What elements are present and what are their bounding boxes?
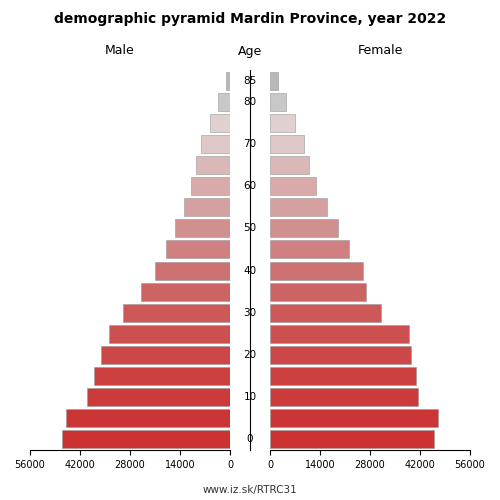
- Text: demographic pyramid Mardin Province, year 2022: demographic pyramid Mardin Province, yea…: [54, 12, 446, 26]
- Bar: [218, 92, 230, 110]
- Bar: [226, 72, 230, 90]
- Bar: [270, 220, 338, 238]
- Bar: [270, 304, 380, 322]
- Bar: [270, 135, 304, 153]
- Bar: [87, 388, 230, 406]
- Bar: [94, 367, 230, 385]
- Text: 70: 70: [244, 139, 256, 149]
- Text: 0: 0: [247, 434, 254, 444]
- Text: 80: 80: [244, 96, 256, 106]
- Bar: [270, 92, 286, 110]
- Text: 50: 50: [244, 224, 256, 234]
- Text: Male: Male: [105, 44, 135, 58]
- Bar: [166, 240, 230, 258]
- Bar: [270, 240, 348, 258]
- Bar: [210, 114, 230, 132]
- Bar: [190, 177, 230, 195]
- Bar: [140, 282, 230, 300]
- Text: 85: 85: [244, 76, 256, 86]
- Bar: [270, 262, 363, 280]
- Bar: [270, 367, 416, 385]
- Bar: [123, 304, 230, 322]
- Text: 20: 20: [244, 350, 256, 360]
- Bar: [270, 410, 438, 428]
- Bar: [155, 262, 230, 280]
- Bar: [270, 388, 418, 406]
- Bar: [270, 430, 434, 448]
- Bar: [102, 346, 230, 364]
- Bar: [270, 156, 310, 174]
- Bar: [66, 410, 230, 428]
- Bar: [270, 177, 316, 195]
- Bar: [174, 220, 230, 238]
- Bar: [270, 114, 295, 132]
- Bar: [62, 430, 230, 448]
- Bar: [270, 72, 278, 90]
- Text: 10: 10: [244, 392, 256, 402]
- Text: www.iz.sk/RTRC31: www.iz.sk/RTRC31: [202, 485, 298, 495]
- Bar: [270, 282, 366, 300]
- Bar: [196, 156, 230, 174]
- Text: Female: Female: [358, 44, 403, 58]
- Text: Age: Age: [238, 44, 262, 58]
- Bar: [202, 135, 230, 153]
- Bar: [270, 346, 411, 364]
- Bar: [184, 198, 230, 216]
- Text: 40: 40: [244, 266, 256, 276]
- Text: 60: 60: [244, 181, 256, 191]
- Bar: [270, 198, 327, 216]
- Text: 30: 30: [244, 308, 256, 318]
- Bar: [270, 325, 409, 343]
- Bar: [108, 325, 230, 343]
